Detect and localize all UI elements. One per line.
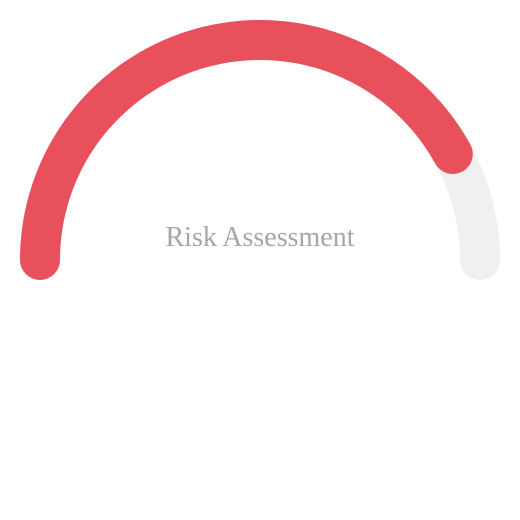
gauge-title: Risk Assessment — [165, 222, 355, 253]
gauge-value-arc — [20, 20, 473, 280]
